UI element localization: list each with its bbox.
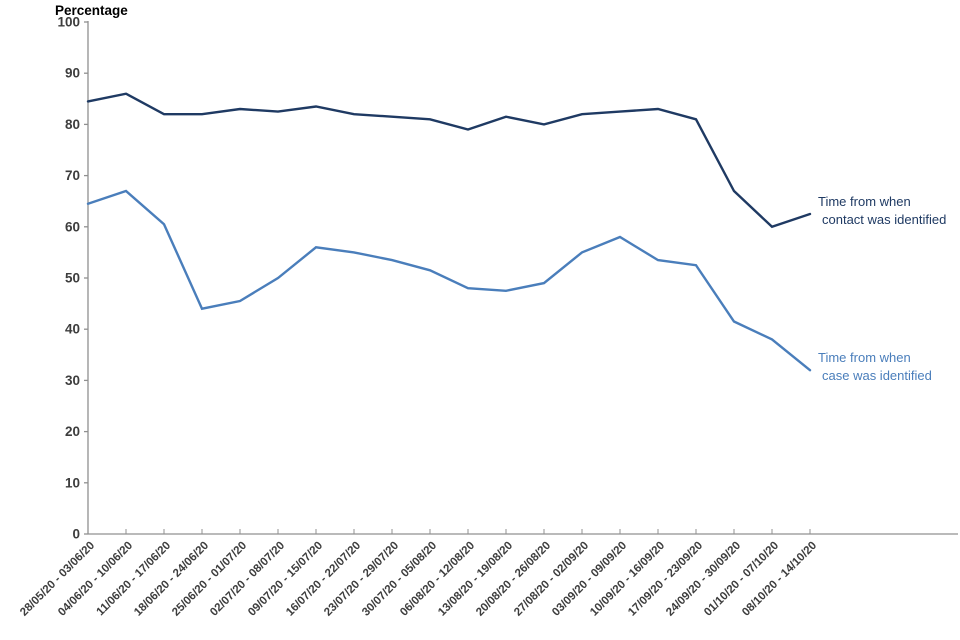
y-tick-label: 100 xyxy=(57,15,80,30)
x-tick-label: 30/07/20 - 05/08/20 xyxy=(360,540,439,619)
x-tick-label: 11/06/20 - 17/06/20 xyxy=(95,540,174,619)
y-tick-label: 30 xyxy=(65,373,80,388)
x-tick-label: 16/07/20 - 22/07/20 xyxy=(284,540,363,619)
x-tick-label: 17/09/20 - 23/09/20 xyxy=(626,540,705,619)
y-tick-label: 10 xyxy=(65,475,80,490)
y-tick-label: 40 xyxy=(65,322,80,337)
x-tick-label: 13/08/20 - 19/08/20 xyxy=(436,540,515,619)
y-tick-label: 50 xyxy=(65,271,80,286)
x-tick-label: 02/07/20 - 08/07/20 xyxy=(208,540,287,619)
y-tick-label: 20 xyxy=(65,424,80,439)
y-axis-title: Percentage xyxy=(55,3,128,18)
x-tick-label: 06/08/20 - 12/08/20 xyxy=(398,540,477,619)
series-label-case-line2: case was identified xyxy=(822,368,932,383)
y-tick-label: 0 xyxy=(72,527,80,542)
y-tick-label: 90 xyxy=(65,66,80,81)
x-tick-label: 03/09/20 - 09/09/20 xyxy=(550,540,629,619)
x-tick-label: 18/06/20 - 24/06/20 xyxy=(132,540,211,619)
x-tick-label: 27/08/20 - 02/09/20 xyxy=(512,540,591,619)
series-line-case xyxy=(86,189,812,372)
chart-render-root: 0 10 20 30 40 50 60 70 80 90 100 28/05/20 - 03/06/2… xyxy=(18,15,958,619)
y-tick-label: 80 xyxy=(65,117,80,132)
y-tick-label: 70 xyxy=(65,168,80,183)
x-tick-label: 01/10/20 - 07/10/20 xyxy=(702,540,781,619)
x-tick-label: 09/07/20 - 15/07/20 xyxy=(246,540,325,619)
x-tick-label: 20/08/20 - 26/08/20 xyxy=(474,540,553,619)
x-tick-label: 10/09/20 - 16/09/20 xyxy=(588,540,667,619)
y-tick-label: 60 xyxy=(65,219,80,234)
x-tick-label: 24/09/20 - 30/09/20 xyxy=(664,540,743,619)
x-tick-label: 23/07/20 - 29/07/20 xyxy=(322,540,401,619)
x-tick-label: 25/06/20 - 01/07/20 xyxy=(170,540,249,619)
series-label-contact-line1: Time from when xyxy=(818,194,911,209)
series-label-contact-line2: contact was identified xyxy=(822,212,946,227)
x-tick-label: 08/10/20 - 14/10/20 xyxy=(740,540,819,619)
x-tick-label: 04/06/20 - 10/06/20 xyxy=(56,540,135,619)
series-line-contact xyxy=(86,92,812,229)
series-label-case-line1: Time from when xyxy=(818,350,911,365)
x-tick-label: 28/05/20 - 03/06/20 xyxy=(18,540,97,619)
